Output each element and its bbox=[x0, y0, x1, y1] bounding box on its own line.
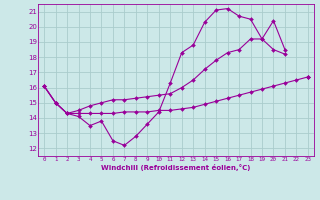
X-axis label: Windchill (Refroidissement éolien,°C): Windchill (Refroidissement éolien,°C) bbox=[101, 164, 251, 171]
